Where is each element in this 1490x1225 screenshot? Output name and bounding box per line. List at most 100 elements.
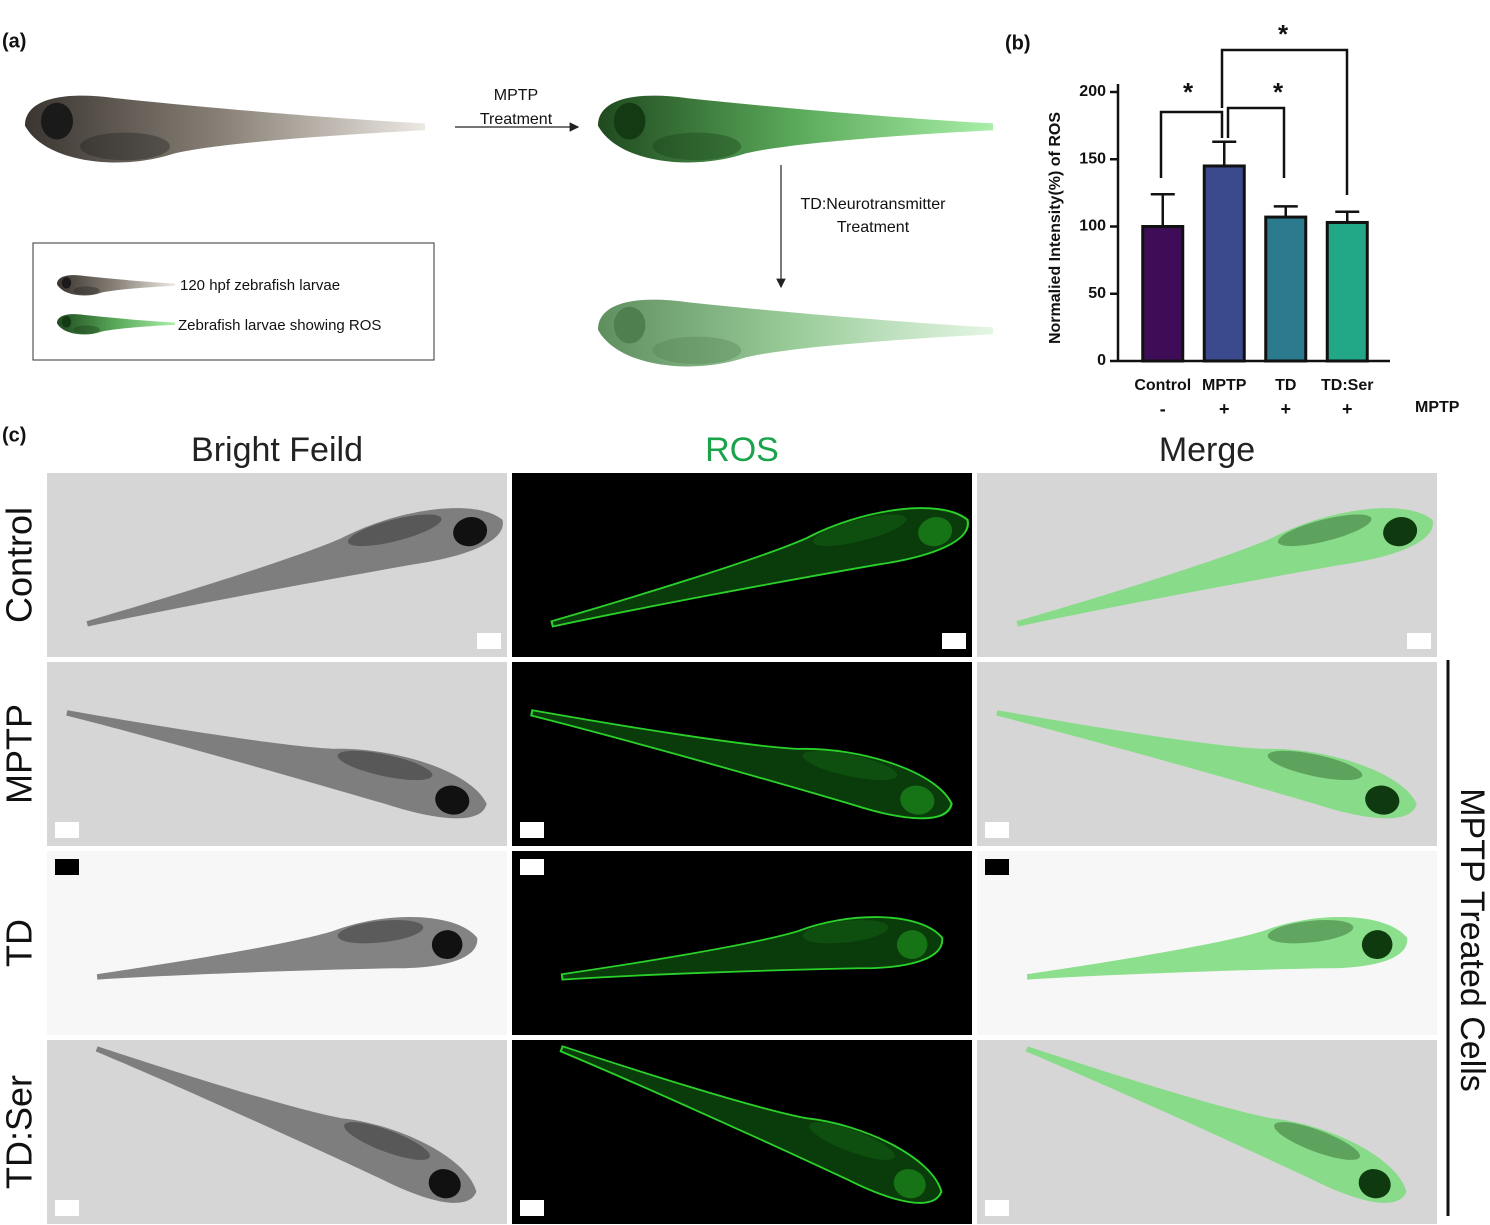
legend-text: 120 hpf zebrafish larvae [180, 277, 340, 294]
larva-body [560, 916, 944, 981]
column-header: ROS [705, 431, 779, 469]
significance-bracket [1159, 110, 1224, 178]
treatment-sign: + [1280, 399, 1291, 419]
row-label: TD [0, 919, 40, 967]
scale-bar [985, 822, 1009, 838]
larva-body [996, 710, 1417, 819]
larva-eye [61, 277, 72, 289]
larva-eye [613, 102, 646, 140]
larva-eye [893, 1169, 926, 1199]
larva-body [598, 299, 993, 367]
larva-body [559, 1045, 943, 1204]
panel-label: (b) [1005, 32, 1031, 54]
y-axis-title: Normalied Intensity(%) of ROS [1047, 112, 1064, 344]
larva-body [550, 507, 969, 628]
larva-eye [41, 102, 73, 140]
legend-text: Zebrafish larvae showing ROS [178, 317, 381, 334]
row-label: TD:Ser [0, 1075, 40, 1189]
larva-image [66, 710, 487, 819]
significance-bracket [1226, 106, 1286, 178]
larva-yolk [1267, 920, 1354, 944]
larva-image [550, 507, 969, 628]
larva-yolk [344, 1122, 430, 1160]
larva-eye [896, 930, 928, 959]
larva-eye [453, 517, 488, 547]
x-tick-label: MPTP [1202, 377, 1247, 394]
scale-bar [1407, 633, 1431, 649]
row-label: MPTP [0, 704, 40, 804]
larva-body [57, 275, 175, 296]
column-header: Bright Feild [191, 431, 363, 469]
scale-bar [55, 822, 79, 838]
larva-image [530, 709, 953, 820]
larva-yolk [73, 325, 100, 334]
scale-bar [55, 859, 79, 875]
larva-yolk [802, 920, 889, 944]
significance-label: * [1273, 77, 1284, 107]
larva-eye [428, 1169, 461, 1199]
larva-image [560, 916, 944, 981]
larva-image [598, 299, 993, 367]
treatment-sign: - [1160, 399, 1166, 419]
column-header: Merge [1159, 431, 1255, 469]
treatment-label: MPTP [1415, 399, 1460, 416]
larva-yolk [337, 750, 433, 781]
scale-bar [985, 1200, 1009, 1216]
y-tick-label: 200 [1079, 83, 1106, 100]
larva-eye [61, 316, 72, 328]
larva-yolk [1267, 750, 1363, 781]
x-tick-label: TD [1275, 377, 1296, 394]
scale-bar [942, 633, 966, 649]
larva-body [530, 709, 953, 820]
x-tick-label: Control [1134, 377, 1191, 394]
scale-bar [477, 633, 501, 649]
scale-bar [520, 859, 544, 875]
larva-image [86, 508, 503, 627]
larva-body [598, 95, 993, 163]
larva-body [1016, 508, 1433, 627]
larva-yolk [337, 920, 424, 944]
larva-yolk [652, 132, 742, 161]
larva-image [1025, 1046, 1407, 1203]
larva-image [57, 275, 175, 296]
larva-eye [1365, 785, 1400, 815]
arrow-text: MPTP [494, 87, 538, 104]
larva-image [95, 1046, 477, 1203]
larva-image [559, 1045, 943, 1204]
larva-body [95, 1046, 477, 1203]
larva-yolk [802, 750, 898, 781]
larva-image [25, 95, 425, 163]
larva-image [598, 95, 993, 163]
larva-eye [900, 785, 935, 815]
larva-yolk [652, 336, 742, 365]
larva-eye [431, 930, 463, 959]
arrow-text: Treatment [480, 111, 553, 128]
y-tick-label: 100 [1079, 218, 1106, 235]
bar [1264, 215, 1308, 363]
larva-yolk [80, 132, 170, 161]
larva-body [66, 710, 487, 819]
larva-yolk [1277, 514, 1372, 547]
larva-yolk [347, 514, 442, 547]
scale-bar [520, 822, 544, 838]
y-tick-label: 150 [1079, 150, 1106, 167]
significance-label: * [1278, 19, 1289, 49]
larva-yolk [809, 1122, 895, 1160]
treatment-sign: + [1219, 399, 1230, 419]
larva-image [57, 314, 175, 335]
larva-body [57, 314, 175, 335]
bar [1141, 225, 1185, 363]
larva-image [96, 917, 478, 980]
x-tick-label: TD:Ser [1321, 377, 1373, 394]
legend-box [32, 242, 435, 361]
larva-yolk [812, 514, 907, 547]
larva-body [86, 508, 503, 627]
larva-eye [613, 306, 646, 344]
arrow-text: Treatment [837, 219, 910, 236]
side-label: MPTP Treated Cells [1453, 788, 1490, 1092]
significance-bracket [1220, 48, 1349, 195]
larva-eye [1358, 1169, 1391, 1199]
larva-body [1025, 1046, 1407, 1203]
larva-image [996, 710, 1417, 819]
